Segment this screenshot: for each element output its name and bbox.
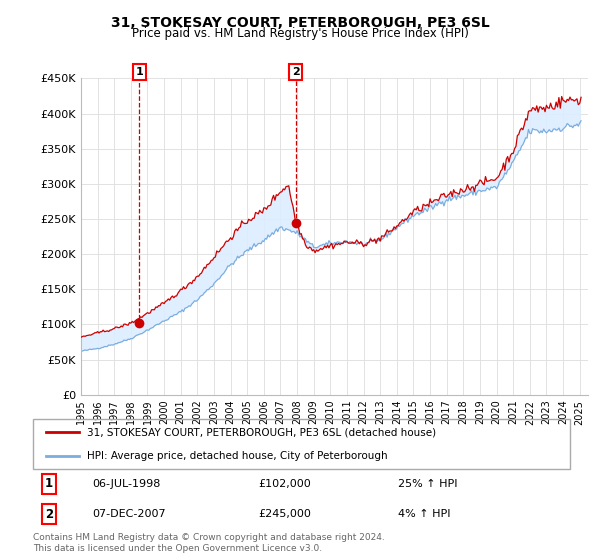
Text: £245,000: £245,000 — [259, 509, 311, 519]
Text: Contains HM Land Registry data © Crown copyright and database right 2024.
This d: Contains HM Land Registry data © Crown c… — [33, 533, 385, 553]
Text: £102,000: £102,000 — [259, 479, 311, 489]
Text: 07-DEC-2007: 07-DEC-2007 — [92, 509, 166, 519]
Text: Price paid vs. HM Land Registry's House Price Index (HPI): Price paid vs. HM Land Registry's House … — [131, 27, 469, 40]
Text: 4% ↑ HPI: 4% ↑ HPI — [398, 509, 451, 519]
Text: 2: 2 — [292, 67, 299, 77]
Text: 1: 1 — [45, 477, 53, 491]
Text: 06-JUL-1998: 06-JUL-1998 — [92, 479, 160, 489]
Text: 2: 2 — [45, 507, 53, 521]
Text: 1: 1 — [136, 67, 143, 77]
Text: 31, STOKESAY COURT, PETERBOROUGH, PE3 6SL: 31, STOKESAY COURT, PETERBOROUGH, PE3 6S… — [110, 16, 490, 30]
Text: HPI: Average price, detached house, City of Peterborough: HPI: Average price, detached house, City… — [87, 451, 388, 461]
Text: 25% ↑ HPI: 25% ↑ HPI — [398, 479, 458, 489]
Text: 31, STOKESAY COURT, PETERBOROUGH, PE3 6SL (detached house): 31, STOKESAY COURT, PETERBOROUGH, PE3 6S… — [87, 427, 436, 437]
